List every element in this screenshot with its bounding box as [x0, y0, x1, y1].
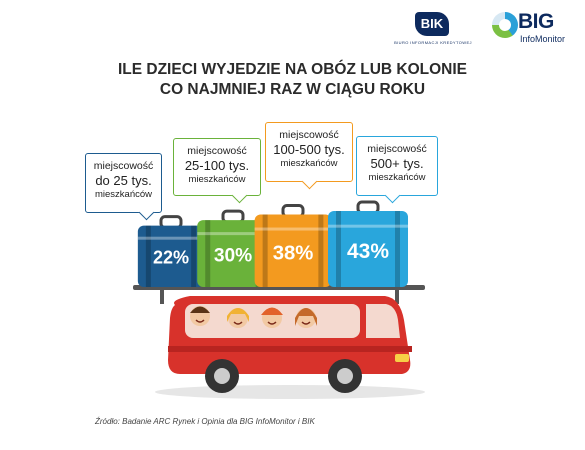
- category-1-line3: mieszkańców: [94, 189, 153, 200]
- big-infomonitor-logo: BIG InfoMonitor: [492, 10, 582, 46]
- suitcase-4: 43%: [328, 200, 408, 287]
- chart-subtitle: CO NAJMNIEJ RAZ W CIĄGU ROKU: [159, 81, 426, 98]
- category-3-line2: 100-500 tys.: [273, 142, 345, 157]
- category-2-line2: 25-100 tys.: [184, 158, 250, 173]
- suitcase-strap: [318, 214, 324, 287]
- category-bubble-1: miejscowość do 25 tys. mieszkańców: [85, 153, 162, 221]
- value-label-2: 30%: [214, 246, 252, 267]
- suitcase-strap: [205, 220, 211, 287]
- suitcase-strap: [145, 225, 151, 287]
- category-4-line2: 500+ tys.: [370, 156, 424, 171]
- suitcase-trim: [197, 232, 269, 236]
- category-3-line1: miejscowość: [279, 129, 339, 141]
- bik-logo: BIK BIURO INFORMACJI KREDYTOWEJ: [375, 8, 485, 48]
- suitcase-strap: [191, 225, 197, 287]
- value-label-4: 43%: [347, 240, 389, 263]
- chart-title: ILE DZIECI WYJEDZIE NA OBÓZ LUB KOLONIE: [117, 61, 468, 78]
- bar-1: [137, 225, 205, 287]
- category-4-line1: miejscowość: [367, 143, 427, 155]
- source-note: Źródło: Badanie ARC Rynek i Opinia dla B…: [95, 417, 315, 426]
- big-logo-tagline: InfoMonitor: [520, 34, 566, 44]
- suitcase-trim: [254, 227, 332, 231]
- bar-3: [254, 214, 332, 287]
- suitcase-trim: [137, 236, 205, 240]
- suitcase-3: 38%: [254, 203, 332, 287]
- children-in-windows: [190, 306, 317, 328]
- suitcase-trim: [328, 224, 408, 228]
- suitcase-1: 22%: [137, 215, 205, 287]
- value-label-3: 38%: [273, 242, 314, 264]
- category-bubble-2: miejscowość 25-100 tys. mieszkańców: [173, 138, 261, 204]
- category-2-line1: miejscowość: [187, 145, 247, 157]
- category-1-line1: miejscowość: [93, 160, 154, 172]
- suitcase-strap: [262, 214, 268, 287]
- category-bubble-3: miejscowość 100-500 tys. mieszkańców: [265, 122, 353, 190]
- bar-2: [197, 220, 269, 287]
- bus-shadow: [155, 385, 425, 399]
- suitcase-strap: [336, 211, 341, 287]
- suitcase-strap: [395, 211, 400, 287]
- bik-logo-tagline: BIURO INFORMACJI KREDYTOWEJ: [394, 40, 472, 45]
- bar-4: [328, 211, 408, 287]
- big-logo-name: BIG: [518, 10, 554, 33]
- bik-logo-mark: BIK: [415, 12, 449, 36]
- category-4-line3: mieszkańców: [368, 172, 426, 183]
- value-label-1: 22%: [153, 248, 189, 268]
- category-1-line2: do 25 tys.: [95, 173, 152, 188]
- category-bubble-4: miejscowość 500+ tys. mieszkańców: [356, 136, 438, 204]
- big-logo-ring-icon: [492, 12, 518, 38]
- category-3-line3: mieszkańców: [280, 158, 338, 169]
- category-2-line3: mieszkańców: [188, 174, 246, 185]
- suitcase-bars: 22% 30% 38% 43%: [137, 200, 408, 287]
